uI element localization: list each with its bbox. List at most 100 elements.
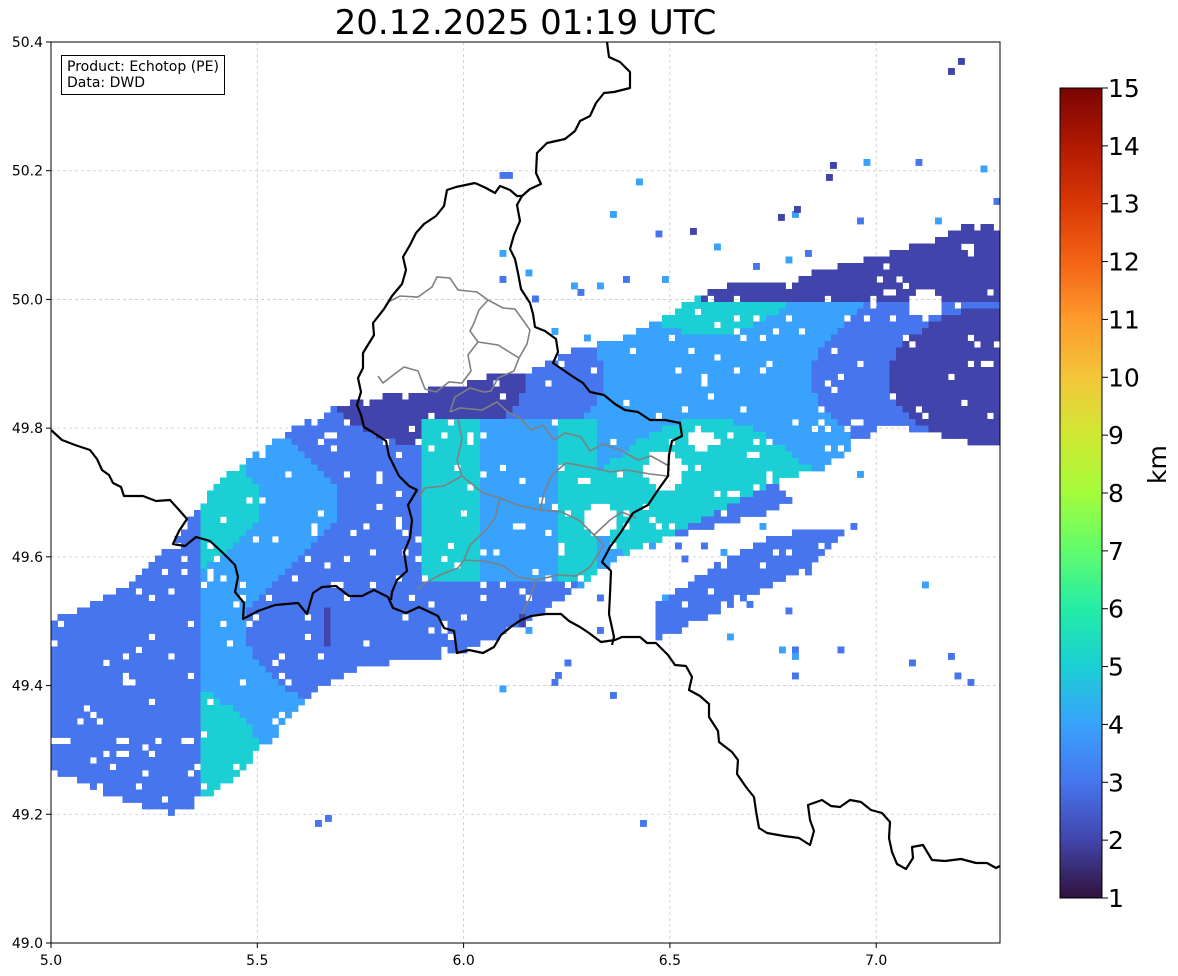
echo-pixel (824, 529, 832, 537)
echo-pixel (935, 341, 942, 348)
echo-pixel (207, 601, 214, 608)
echo-pixel (116, 607, 123, 615)
echo-pixel (252, 516, 260, 524)
echo-pixel (525, 399, 533, 407)
echo-pixel (857, 295, 864, 303)
echo-pixel (252, 666, 260, 673)
echo-pixel (272, 620, 279, 628)
echo-pixel (187, 549, 195, 556)
echo-pixel (369, 653, 377, 660)
echo-pixel (707, 289, 715, 296)
echo-pixel (798, 367, 806, 374)
echo-pixel (824, 328, 832, 335)
echo-pixel (779, 341, 786, 348)
echo-pixel (870, 360, 877, 368)
echo-pixel (603, 360, 611, 368)
echo-pixel (148, 575, 156, 582)
echo-pixel (629, 464, 637, 472)
echo-pixel (272, 471, 279, 478)
echo-pixel (298, 477, 305, 485)
echo-pixel (181, 718, 188, 725)
echo-pixel (993, 276, 1000, 283)
echo-pixel (753, 289, 760, 296)
echo-pixel (506, 458, 513, 465)
echo-pixel (324, 451, 331, 459)
echo-pixel (961, 295, 968, 303)
echo-pixel (863, 308, 871, 316)
echo-pixel (77, 620, 84, 628)
echo-pixel (954, 386, 962, 394)
echo-pixel (187, 581, 195, 589)
echo-pixel (779, 451, 786, 459)
echo-pixel (967, 321, 975, 329)
echo-pixel (317, 555, 325, 563)
echo-pixel (649, 380, 656, 387)
echo-pixel (993, 347, 1000, 355)
echo-pixel (545, 497, 552, 504)
echo-pixel (727, 406, 734, 413)
echo-pixel (941, 432, 949, 439)
echo-pixel (473, 503, 481, 511)
echo-pixel (493, 607, 500, 615)
echo-pixel (655, 490, 663, 498)
echo-pixel (538, 607, 546, 615)
echo-pixel (584, 549, 591, 556)
echo-pixel (954, 406, 962, 413)
echo-pixel (889, 347, 897, 355)
echo-pixel (701, 360, 708, 368)
echo-pixel (987, 263, 994, 270)
echo-pixel (291, 451, 299, 459)
echo-pixel (122, 640, 130, 647)
echo-pixel (701, 614, 708, 621)
echo-pixel (948, 302, 955, 309)
echo-pixel (564, 445, 572, 452)
echo-pixel (402, 588, 409, 595)
echo-pixel (538, 588, 546, 595)
echo-pixel (278, 614, 286, 621)
echo-pixel (805, 341, 812, 348)
echo-pixel (447, 568, 455, 576)
echo-pixel (655, 354, 663, 361)
echo-pixel (382, 464, 390, 472)
echo-pixel (954, 276, 962, 283)
echo-pixel (655, 516, 663, 524)
echo-pixel (51, 666, 58, 673)
echo-pixel (551, 445, 559, 452)
echo-pixel (70, 659, 78, 667)
echo-pixel (233, 588, 240, 595)
echo-pixel (688, 373, 695, 381)
echo-pixel (694, 601, 702, 608)
echo-pixel (493, 601, 500, 608)
echo-pixel (194, 737, 201, 745)
echo-pixel (246, 562, 253, 569)
echo-pixel (395, 497, 403, 504)
echo-pixel (668, 373, 676, 381)
echo-pixel (889, 341, 897, 348)
echo-pixel (356, 633, 364, 641)
echo-pixel (785, 438, 793, 446)
echo-pixel (642, 438, 650, 446)
echo-pixel (506, 172, 513, 179)
echo-pixel (850, 269, 858, 277)
echo-pixel (343, 575, 351, 582)
echo-pixel (369, 536, 377, 543)
echo-pixel (454, 484, 461, 491)
echo-pixel (720, 464, 728, 472)
echo-pixel (766, 367, 773, 374)
echo-pixel (473, 588, 481, 595)
echo-pixel (772, 386, 780, 394)
echo-pixel (681, 425, 689, 433)
echo-pixel (961, 380, 968, 387)
echo-pixel (343, 425, 351, 433)
echo-pixel (441, 393, 448, 400)
echo-pixel (532, 536, 539, 543)
echo-pixel (759, 549, 767, 556)
echo-pixel (857, 406, 864, 413)
echo-pixel (421, 529, 429, 537)
echo-pixel (636, 445, 643, 452)
echo-pixel (64, 620, 71, 628)
echo-pixel (168, 692, 175, 699)
echo-pixel (967, 341, 975, 348)
echo-pixel (207, 607, 214, 615)
echo-pixel (649, 503, 656, 511)
